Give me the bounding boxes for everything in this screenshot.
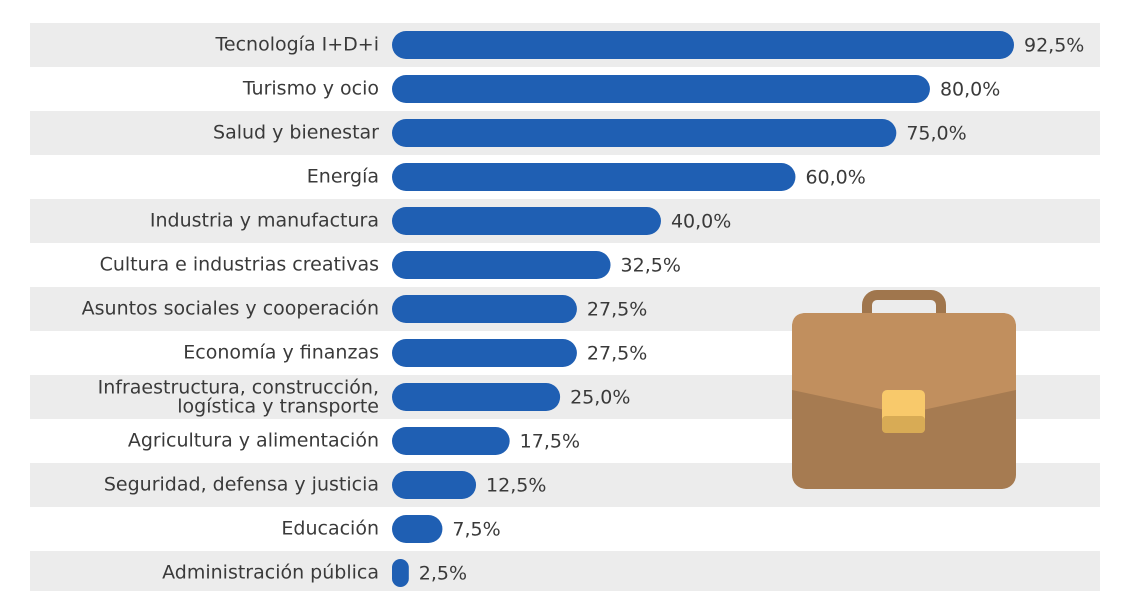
- bar: [392, 515, 443, 543]
- value-label: 27,5%: [587, 299, 647, 321]
- category-label: Energía: [307, 166, 379, 188]
- category-label: Infraestructura, construcción, logística …: [98, 376, 379, 417]
- bar: [392, 339, 577, 367]
- value-label: 32,5%: [621, 255, 681, 277]
- category-label: Industria y manufactura: [150, 210, 379, 232]
- value-label: 80,0%: [940, 79, 1000, 101]
- briefcase-flap: [792, 313, 1016, 414]
- row-background: [30, 551, 1100, 591]
- briefcase-icon: [792, 290, 1016, 489]
- bar: [392, 251, 611, 279]
- category-label: Asuntos sociales y cooperación: [82, 298, 379, 320]
- category-label: Seguridad, defensa y justicia: [104, 474, 379, 496]
- value-label: 75,0%: [906, 123, 966, 145]
- bar: [392, 163, 796, 191]
- bar: [392, 75, 930, 103]
- bar: [392, 295, 577, 323]
- bar: [392, 119, 897, 147]
- value-label: 60,0%: [805, 167, 865, 189]
- value-label: 40,0%: [671, 211, 731, 233]
- category-label: Turismo y ocio: [242, 78, 379, 100]
- value-label: 17,5%: [520, 431, 580, 453]
- category-label: Cultura e industrias creativas: [100, 254, 379, 276]
- category-label: Agricultura y alimentación: [128, 430, 379, 452]
- value-label: 2,5%: [419, 563, 467, 585]
- category-label: Administración pública: [162, 562, 379, 584]
- value-label: 12,5%: [486, 475, 546, 497]
- bar: [392, 471, 477, 499]
- briefcase-clasp-shade: [882, 416, 925, 433]
- bar: [392, 31, 1014, 59]
- category-label: Tecnología I+D+i: [215, 34, 379, 56]
- value-label: 92,5%: [1024, 35, 1084, 57]
- bar: [392, 207, 661, 235]
- category-label: Economía y finanzas: [183, 342, 379, 364]
- category-label: Salud y bienestar: [213, 122, 379, 144]
- bar: [392, 427, 510, 455]
- value-label: 7,5%: [452, 519, 500, 541]
- bar: [392, 383, 561, 411]
- value-label: 27,5%: [587, 343, 647, 365]
- bar: [392, 559, 409, 587]
- category-label: Educación: [281, 518, 379, 540]
- value-label: 25,0%: [570, 387, 630, 409]
